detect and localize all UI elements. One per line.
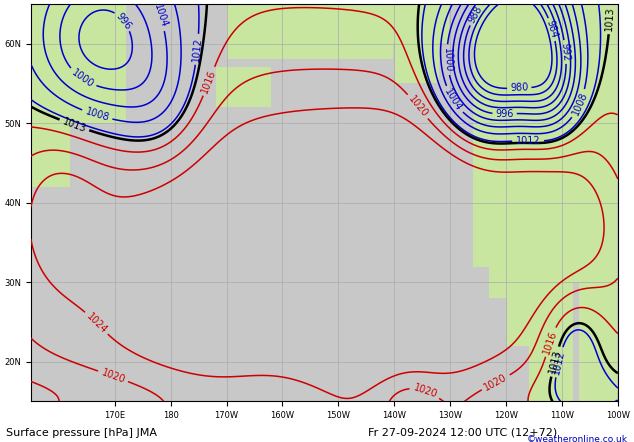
Text: 1020: 1020 bbox=[100, 367, 126, 385]
Text: 980: 980 bbox=[510, 83, 529, 93]
Text: Fr 27-09-2024 12:00 UTC (12+72): Fr 27-09-2024 12:00 UTC (12+72) bbox=[368, 427, 557, 438]
Text: 992: 992 bbox=[560, 42, 571, 61]
Text: 1012: 1012 bbox=[552, 349, 567, 375]
Text: 1004: 1004 bbox=[152, 3, 169, 29]
Text: 1024: 1024 bbox=[84, 311, 109, 335]
Text: 996: 996 bbox=[495, 109, 514, 119]
Text: 988: 988 bbox=[467, 4, 484, 25]
Text: 1008: 1008 bbox=[570, 91, 589, 117]
Text: 1012: 1012 bbox=[515, 136, 540, 146]
Text: 1013: 1013 bbox=[61, 116, 87, 134]
Text: 1004: 1004 bbox=[443, 87, 464, 113]
Text: 1020: 1020 bbox=[482, 372, 509, 392]
Text: 1013: 1013 bbox=[547, 348, 563, 375]
Text: 1013: 1013 bbox=[604, 6, 616, 31]
Text: Surface pressure [hPa] JMA: Surface pressure [hPa] JMA bbox=[6, 427, 157, 438]
Text: 1008: 1008 bbox=[84, 107, 110, 123]
Text: 1020: 1020 bbox=[406, 94, 429, 119]
Text: 1020: 1020 bbox=[412, 382, 438, 400]
Text: 984: 984 bbox=[545, 19, 560, 40]
Text: 1012: 1012 bbox=[191, 37, 204, 62]
Text: 1000: 1000 bbox=[441, 47, 453, 72]
Text: 996: 996 bbox=[114, 11, 133, 31]
Text: 1016: 1016 bbox=[200, 68, 218, 95]
Text: 1000: 1000 bbox=[70, 68, 95, 90]
Text: ©weatheronline.co.uk: ©weatheronline.co.uk bbox=[527, 435, 628, 442]
Text: 1016: 1016 bbox=[541, 329, 559, 355]
